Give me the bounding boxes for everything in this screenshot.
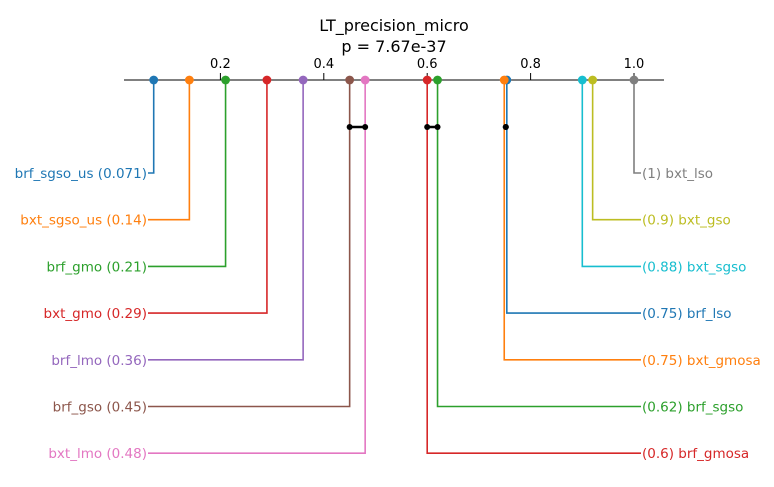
connector-brf_sgso_us [148, 80, 155, 174]
connector-brf_gso [148, 80, 351, 408]
connector-bxt_gmosa [503, 80, 641, 361]
point-bxt_lmo [360, 75, 370, 85]
label-brf_gso: brf_gso (0.45) [53, 400, 147, 416]
connector-bxt_sgso [581, 80, 641, 268]
label-brf_lmo: brf_lmo (0.36) [51, 353, 147, 369]
point-brf_gso [345, 75, 355, 85]
point-brf_lmo [298, 75, 308, 85]
point-brf_gmo [221, 75, 230, 85]
label-bxt_lmo: bxt_lmo (0.48) [48, 446, 147, 462]
connector-brf_gmo [148, 80, 227, 268]
connector-brf_lmo [148, 80, 304, 361]
point-brf_sgso_us [149, 75, 159, 85]
chart-subtitle: p = 7.67e-37 [341, 37, 446, 56]
point-bxt_gmo [262, 75, 272, 85]
connector-bxt_gso [591, 80, 641, 221]
point-brf_sgso [433, 75, 442, 85]
clique-end [502, 124, 509, 130]
label-brf_sgso: (0.62) brf_sgso [642, 400, 743, 416]
tick-label: 1.0 [624, 57, 645, 72]
tick-label: 0.2 [210, 57, 231, 72]
label-bxt_gso: (0.9) bxt_gso [642, 213, 731, 229]
entry-labels: brf_sgso_us (0.071) bxt_sgso_us (0.14) brf… [15, 166, 761, 462]
point-bxt_gmosa [499, 75, 509, 85]
connector-brf_gmosa [426, 80, 641, 455]
label-bxt_sgso: (0.88) bxt_sgso [642, 259, 746, 275]
entry-connectors [148, 80, 641, 455]
point-bxt_sgso_us [184, 75, 194, 85]
chart-title: LT_precision_micro [319, 16, 469, 36]
label-brf_gmosa: (0.6) brf_gmosa [642, 446, 749, 462]
clique-end [424, 124, 431, 130]
connector-bxt_gmo [148, 80, 268, 314]
tick-label: 0.6 [417, 57, 438, 72]
clique-bars [346, 124, 509, 130]
clique-end [362, 124, 369, 130]
point-bxt_sgso [577, 75, 587, 85]
tick-label: 0.4 [313, 57, 334, 72]
connector-brf_lso [506, 80, 641, 314]
label-bxt_sgso_us: bxt_sgso_us (0.14) [20, 213, 147, 229]
point-bxt_gso [588, 75, 598, 85]
clique-end [346, 124, 353, 130]
connector-bxt_lmo [148, 80, 366, 455]
clique-end [434, 124, 441, 130]
label-bxt_gmo: bxt_gmo (0.29) [44, 306, 147, 322]
point-bxt_lso [629, 75, 639, 85]
label-brf_lso: (0.75) brf_lso [642, 306, 732, 322]
connector-brf_sgso [436, 80, 641, 408]
label-brf_sgso_us: brf_sgso_us (0.071) [15, 166, 147, 182]
label-bxt_lso: (1) bxt_lso [642, 166, 713, 182]
connector-bxt_sgso_us [148, 80, 191, 221]
tick-label: 0.8 [520, 57, 541, 72]
label-bxt_gmosa: (0.75) bxt_gmosa [642, 353, 761, 369]
axis-points [149, 75, 639, 85]
connector-bxt_lso [633, 80, 641, 174]
point-brf_gmosa [422, 75, 432, 85]
label-brf_gmo: brf_gmo (0.21) [47, 259, 148, 275]
